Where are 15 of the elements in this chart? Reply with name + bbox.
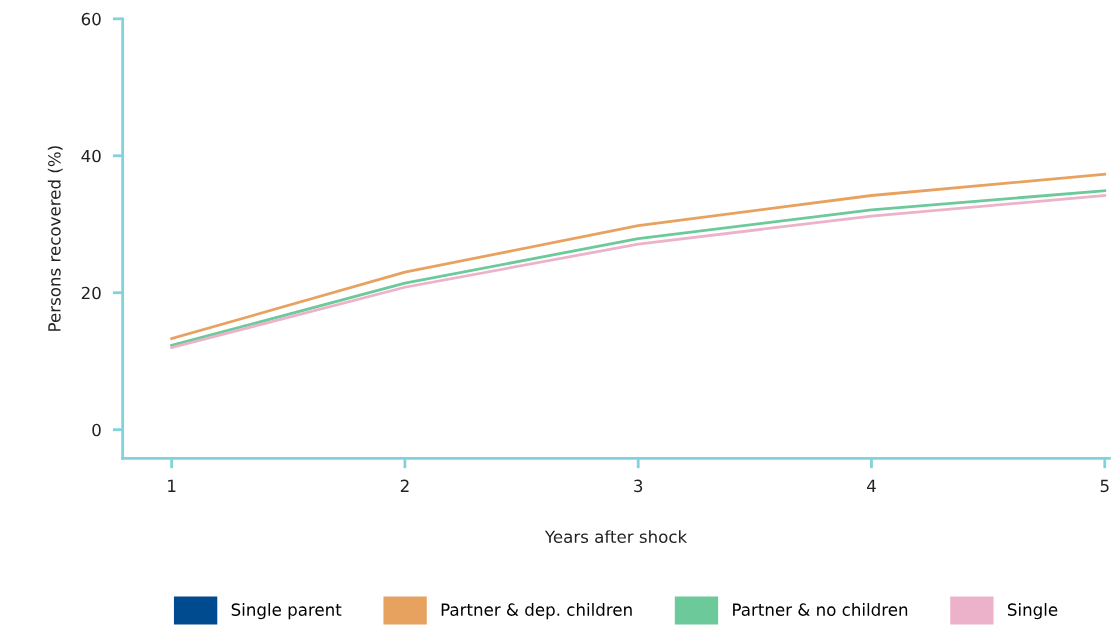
y-tick-label: 20 (81, 286, 101, 300)
x-tick-label: 1 (168, 479, 176, 492)
legend-label: Partner & dep. children (441, 603, 632, 620)
x-tick-label: 5 (1100, 479, 1109, 493)
y-tick-label: 40 (81, 149, 101, 163)
y-tick-label: 0 (92, 423, 101, 437)
y-axis-title: Persons recovered (%) (47, 146, 63, 331)
legend-label: Single (1007, 603, 1058, 620)
legend-label: Partner & no children (733, 603, 908, 616)
x-axis-title: Years after shock (544, 530, 688, 544)
y-tick-label: 60 (81, 12, 101, 26)
x-tick-label: 2 (400, 479, 409, 492)
x-tick-label: 3 (634, 479, 643, 493)
x-tick-label: 4 (866, 479, 876, 492)
legend-label: Single parent (231, 603, 342, 620)
